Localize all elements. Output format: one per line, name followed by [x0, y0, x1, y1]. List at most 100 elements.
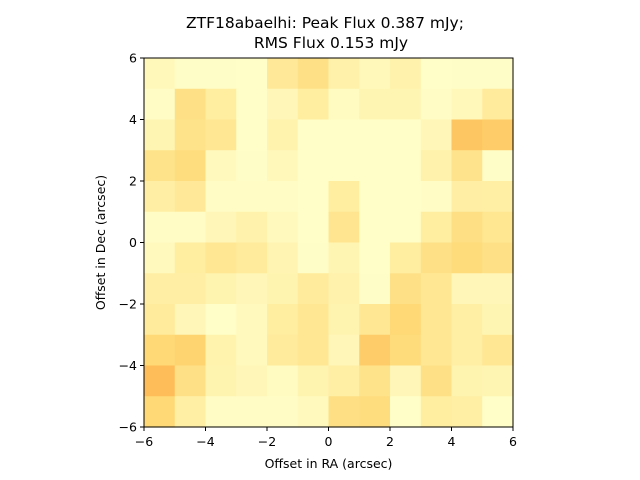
heatmap-cell: [144, 181, 176, 213]
heatmap-cell: [359, 365, 391, 397]
heatmap-cell: [451, 88, 483, 121]
heatmap-cell: [205, 396, 237, 428]
heatmap-cell: [482, 334, 514, 367]
heatmap-cell: [451, 58, 483, 90]
heatmap-cell: [297, 88, 330, 121]
heatmap-cell: [174, 88, 207, 121]
heatmap-cell: [297, 396, 330, 428]
heatmap-cell: [328, 242, 360, 274]
heatmap-cell: [390, 304, 422, 336]
heatmap-cell: [174, 396, 207, 428]
heatmap-cell: [144, 211, 176, 244]
chart-title-line-2: RMS Flux 0.153 mJy: [254, 34, 408, 52]
heatmap-cell: [420, 119, 453, 151]
heatmap-cell: [297, 334, 330, 367]
heatmap-cell: [174, 242, 207, 274]
heatmap-cell: [390, 181, 422, 213]
heatmap-cell: [420, 211, 453, 244]
heatmap-cell: [420, 242, 453, 274]
heatmap-cells: [144, 58, 514, 428]
heatmap-cell: [297, 58, 330, 90]
heatmap-cell: [144, 273, 176, 305]
heatmap-cell: [420, 88, 453, 121]
y-axis-ticks: −6 −4 −2 0 2 4 6: [119, 51, 144, 435]
y-tick-label: 4: [129, 112, 137, 127]
heatmap-cell: [328, 88, 360, 121]
heatmap-cell: [174, 211, 207, 244]
heatmap-cell: [359, 88, 391, 121]
heatmap-cell: [205, 304, 237, 336]
heatmap-cell: [482, 88, 514, 121]
x-tick-label: 6: [509, 434, 517, 449]
heatmap-cell: [482, 242, 514, 274]
x-tick-label: 2: [386, 434, 394, 449]
heatmap-cell: [144, 88, 176, 121]
heatmap-cell: [144, 365, 176, 397]
x-tick-label: −6: [135, 434, 153, 449]
heatmap-cell: [236, 396, 268, 428]
heatmap-cell: [297, 242, 330, 274]
heatmap-cell: [390, 150, 422, 182]
heatmap-cell: [482, 119, 514, 151]
heatmap-cell: [174, 334, 207, 367]
heatmap-cell: [297, 119, 330, 151]
heatmap-cell: [267, 396, 299, 428]
heatmap-cell: [420, 396, 453, 428]
heatmap-cell: [451, 211, 483, 244]
heatmap-cell: [297, 365, 330, 397]
heatmap-cell: [144, 119, 176, 151]
heatmap-cell: [390, 242, 422, 274]
heatmap-cell: [328, 396, 360, 428]
y-tick-label: 0: [129, 235, 137, 250]
heatmap-cell: [297, 150, 330, 182]
heatmap-cell: [451, 365, 483, 397]
heatmap-cell: [359, 181, 391, 213]
y-axis-label: Offset in Dec (arcsec): [93, 175, 108, 310]
y-tick-label: −2: [119, 297, 137, 312]
heatmap-cell: [144, 150, 176, 182]
heatmap-cell: [205, 211, 237, 244]
heatmap-cell: [359, 304, 391, 336]
heatmap-cell: [174, 58, 207, 90]
heatmap-cell: [267, 242, 299, 274]
x-axis-ticks: −6 −4 −2 0 2 4 6: [135, 427, 517, 449]
y-tick-label: 6: [129, 51, 137, 66]
heatmap-cell: [236, 273, 268, 305]
heatmap-cell: [267, 334, 299, 367]
heatmap-cell: [451, 273, 483, 305]
heatmap-cell: [390, 365, 422, 397]
heatmap-cell: [267, 365, 299, 397]
y-tick-label: −4: [119, 358, 137, 373]
heatmap-cell: [328, 334, 360, 367]
x-tick-label: −2: [258, 434, 276, 449]
heatmap-cell: [144, 58, 176, 90]
heatmap-cell: [144, 242, 176, 274]
heatmap-cell: [328, 273, 360, 305]
heatmap-cell: [236, 304, 268, 336]
heatmap-cell: [451, 304, 483, 336]
heatmap-cell: [390, 58, 422, 90]
heatmap-cell: [205, 181, 237, 213]
heatmap-cell: [359, 334, 391, 367]
heatmap-cell: [482, 58, 514, 90]
chart-title-line-1: ZTF18abaelhi: Peak Flux 0.387 mJy;: [186, 14, 464, 32]
heatmap-cell: [482, 365, 514, 397]
heatmap-cell: [420, 181, 453, 213]
heatmap-cell: [205, 334, 237, 367]
heatmap-cell: [390, 396, 422, 428]
heatmap-cell: [174, 150, 207, 182]
heatmap-cell: [390, 119, 422, 151]
heatmap-cell: [328, 181, 360, 213]
heatmap-cell: [390, 273, 422, 305]
x-axis-label: Offset in RA (arcsec): [265, 456, 393, 471]
heatmap-cell: [359, 150, 391, 182]
y-tick-label: −6: [119, 420, 137, 435]
heatmap-cell: [236, 242, 268, 274]
heatmap-cell: [328, 365, 360, 397]
y-tick-label: 2: [129, 174, 137, 189]
heatmap-cell: [236, 150, 268, 182]
heatmap-cell: [390, 88, 422, 121]
heatmap-cell: [144, 304, 176, 336]
heatmap-cell: [144, 334, 176, 367]
